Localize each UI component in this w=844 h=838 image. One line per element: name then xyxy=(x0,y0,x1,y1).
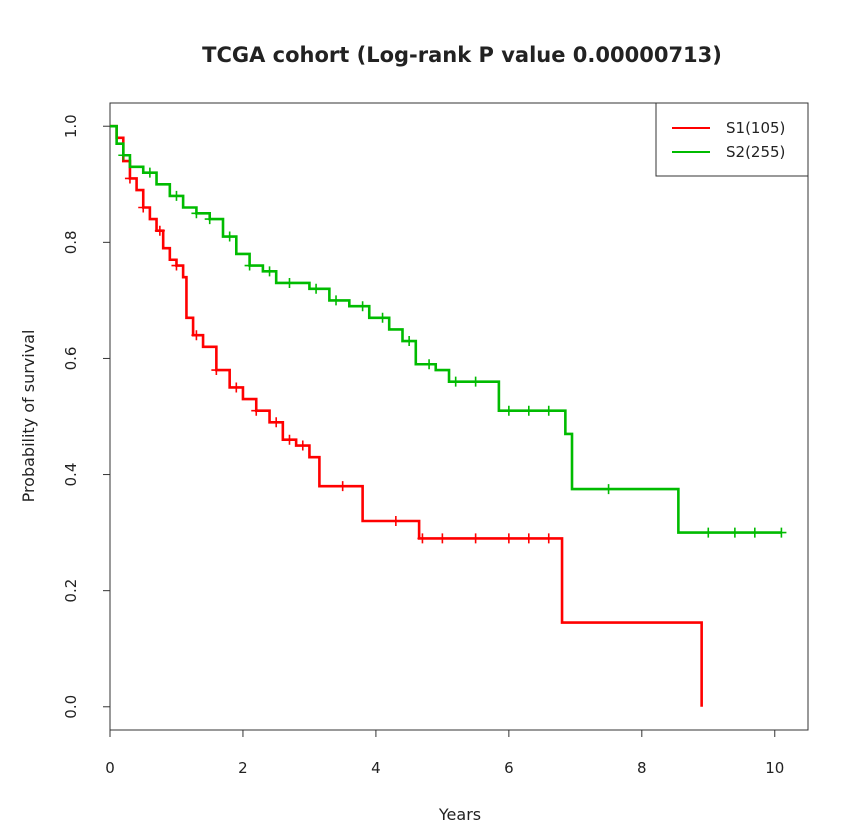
censor-mark xyxy=(231,382,242,393)
chart-title: TCGA cohort (Log-rank P value 0.00000713… xyxy=(202,43,722,67)
x-axis-label: Years xyxy=(438,805,481,824)
censor-mark xyxy=(357,301,368,312)
censor-mark xyxy=(311,283,322,294)
y-tick-label: 1.0 xyxy=(62,114,80,138)
y-axis: 0.0 0.2 0.4 0.6 0.8 1.0 xyxy=(62,114,110,719)
censor-mark xyxy=(390,516,401,526)
censor-mark xyxy=(523,533,534,544)
x-tick-label: 8 xyxy=(637,759,647,777)
censor-mark xyxy=(424,359,435,370)
x-axis: 0 2 4 6 8 10 xyxy=(105,730,784,777)
y-tick-label: 0.4 xyxy=(62,463,80,487)
censor-mark xyxy=(224,231,235,242)
x-tick-label: 4 xyxy=(371,759,381,777)
censor-mark xyxy=(118,150,129,161)
censor-mark xyxy=(284,434,295,445)
censor-mark xyxy=(154,225,165,236)
censor-mark xyxy=(523,405,534,416)
y-tick-label: 0.8 xyxy=(62,230,80,254)
censor-mark xyxy=(437,533,448,544)
censor-mark xyxy=(404,336,415,347)
censor-mark xyxy=(211,365,222,376)
y-axis-label: Probability of survival xyxy=(19,330,38,503)
censor-mark xyxy=(543,533,554,544)
censor-mark xyxy=(191,208,202,219)
censor-mark xyxy=(377,312,388,323)
censor-mark xyxy=(297,440,308,451)
censor-mark xyxy=(191,330,202,341)
censor-mark xyxy=(171,260,182,271)
censor-mark xyxy=(271,417,282,428)
censor-mark xyxy=(749,527,760,538)
legend-label-s1: S1(105) xyxy=(726,119,785,137)
censor-mark xyxy=(470,533,481,544)
plot-frame xyxy=(109,102,809,731)
censor-mark xyxy=(138,202,149,213)
y-tick-label: 0.2 xyxy=(62,579,80,603)
censor-mark xyxy=(543,405,554,416)
censor-mark xyxy=(284,277,295,288)
censor-mark xyxy=(603,484,614,495)
x-tick-label: 2 xyxy=(238,759,248,777)
censor-mark xyxy=(450,376,461,387)
censor-mark xyxy=(503,405,514,416)
censor-mark xyxy=(417,533,428,544)
censor-mark xyxy=(503,533,514,544)
legend: S1(105) S2(255) xyxy=(655,102,809,177)
legend-box xyxy=(655,102,809,177)
censor-mark xyxy=(204,214,215,225)
censor-mark xyxy=(244,260,255,271)
censor-mark xyxy=(331,295,342,306)
censor-layer xyxy=(118,150,787,544)
x-tick-label: 10 xyxy=(765,759,784,777)
x-tick-label: 6 xyxy=(504,759,514,777)
censor-mark xyxy=(337,481,348,492)
x-tick-label: 0 xyxy=(105,759,115,777)
legend-label-s2: S2(255) xyxy=(726,143,785,161)
y-tick-label: 0.0 xyxy=(62,695,80,719)
censor-mark xyxy=(171,190,182,201)
censor-mark xyxy=(776,527,787,538)
censor-mark xyxy=(144,167,155,178)
censor-mark xyxy=(729,527,740,538)
censor-mark xyxy=(703,527,714,538)
censor-mark xyxy=(264,266,275,277)
censor-mark xyxy=(470,376,481,387)
censor-mark xyxy=(251,405,262,416)
censor-mark xyxy=(124,173,135,184)
y-tick-label: 0.6 xyxy=(62,347,80,371)
